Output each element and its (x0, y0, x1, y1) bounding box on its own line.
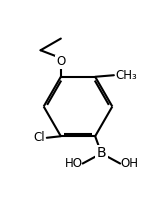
Text: O: O (56, 55, 66, 68)
Text: Cl: Cl (34, 131, 45, 144)
Text: CH₃: CH₃ (115, 69, 137, 82)
Text: HO: HO (65, 157, 83, 170)
Text: B: B (97, 146, 106, 160)
Text: OH: OH (120, 157, 138, 170)
